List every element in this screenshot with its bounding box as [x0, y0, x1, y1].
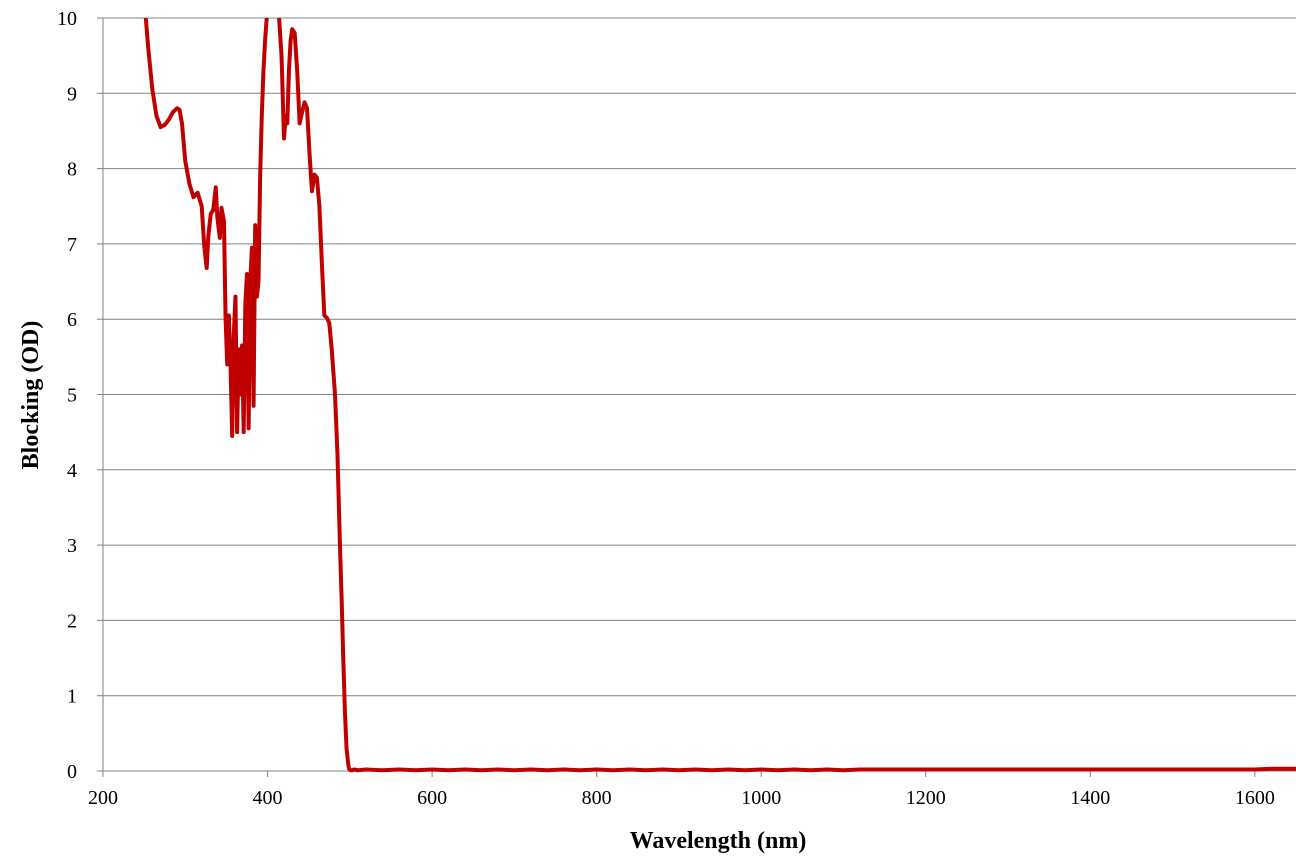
y-tick-label: 3: [67, 535, 77, 557]
y-tick-label: 9: [67, 83, 77, 105]
y-tick-label: 8: [67, 159, 77, 181]
gridlines: [103, 17, 1296, 697]
y-tick-label: 1: [67, 686, 77, 708]
x-tick-labels: 200 400 600 800 1000 1200 1400 1600: [88, 787, 1275, 809]
x-tick-label: 1200: [906, 787, 946, 809]
y-tick-labels: 0 1 2 3 4 5 6 7 8 9 10: [57, 8, 77, 783]
y-axis-title: Blocking (OD): [18, 321, 44, 470]
series-group: [143, 18, 1296, 773]
x-tick-label: 800: [582, 787, 612, 809]
series-line-0: [143, 18, 1296, 773]
y-tick-label: 0: [67, 761, 77, 783]
y-tick-label: 5: [67, 385, 77, 407]
x-tick-label: 600: [417, 787, 447, 809]
x-tick-label: 200: [88, 787, 118, 809]
x-tick-label: 1400: [1070, 787, 1110, 809]
y-tick-label: 4: [67, 460, 77, 482]
x-axis-title: Wavelength (nm): [630, 828, 807, 854]
y-tick-label: 2: [67, 610, 77, 632]
y-tick-label: 7: [67, 234, 77, 256]
x-tick-label: 1600: [1235, 787, 1275, 809]
y-tick-label: 6: [67, 309, 77, 331]
x-tick-label: 1000: [741, 787, 781, 809]
x-tick-label: 400: [253, 787, 283, 809]
axes: [97, 17, 1296, 777]
y-tick-label: 10: [57, 8, 77, 30]
